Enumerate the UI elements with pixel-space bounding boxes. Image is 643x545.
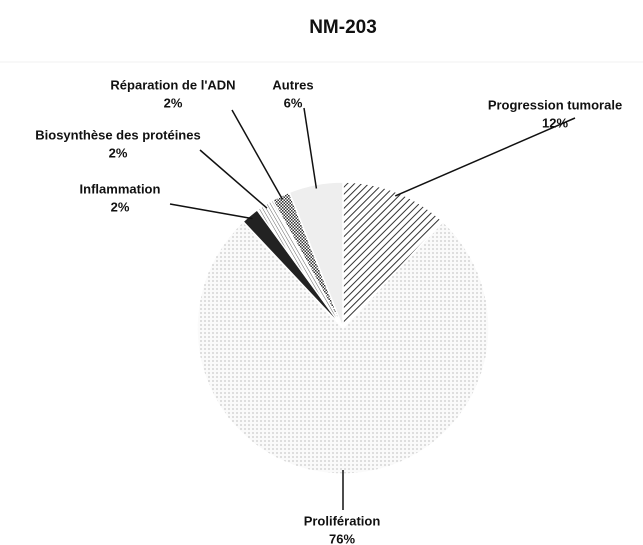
slice-value-label: 6% (284, 95, 303, 110)
leader-line (303, 107, 318, 189)
slice-value-label: 76% (329, 531, 355, 545)
slice-value-label: 2% (164, 95, 183, 110)
leader-line (231, 109, 284, 200)
slice-label: Progression tumorale (488, 97, 622, 112)
leader-line (169, 203, 253, 220)
slice-label: Réparation de l'ADN (110, 77, 235, 92)
slice-value-label: 12% (542, 115, 568, 130)
leader-line (394, 117, 576, 197)
slice-value-label: 2% (109, 145, 128, 160)
slice-label: Autres (272, 77, 313, 92)
slice-value-label: 2% (111, 199, 130, 214)
slice-label: Biosynthèse des protéines (35, 127, 200, 142)
leader-line (199, 149, 268, 209)
slice-label: Prolifération (304, 513, 381, 528)
slice-label: Inflammation (80, 181, 161, 196)
chart-title: NM-203 (309, 17, 377, 38)
pie-slice (342, 181, 445, 330)
